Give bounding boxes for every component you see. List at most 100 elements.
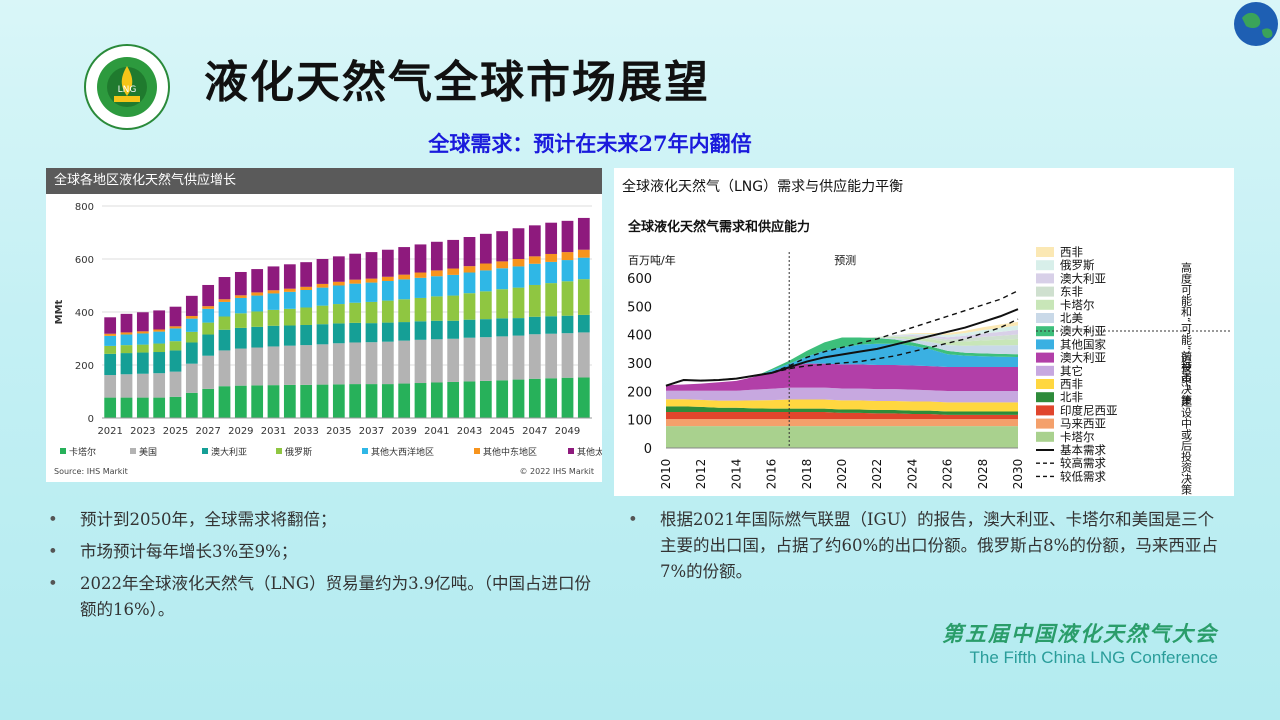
bar-segment	[577, 332, 590, 378]
bar-segment	[349, 253, 362, 280]
balance-chart-panel: 全球液化天然气（LNG）需求与供应能力平衡 全球液化天然气需求和供应能力 百万吨…	[614, 168, 1234, 496]
bar-segment	[479, 319, 492, 338]
bar-segment	[136, 312, 149, 332]
bar-segment	[332, 323, 345, 344]
bar-segment	[283, 264, 296, 289]
conference-name-cn: 第五届中国液化天然气大会	[942, 621, 1218, 646]
x-tick-label: 2014	[729, 459, 743, 490]
bar-segment	[414, 339, 427, 384]
bar-segment	[202, 334, 215, 356]
bar-segment	[496, 380, 509, 418]
bar-segment	[365, 323, 378, 343]
bar-segment	[169, 396, 182, 418]
legend-swatch	[1036, 431, 1054, 442]
legend-label: 马来西亚	[1060, 417, 1106, 431]
bar-segment	[528, 316, 541, 335]
bar-segment	[496, 231, 509, 262]
bar-segment	[463, 237, 476, 267]
legend-swatch	[202, 448, 208, 454]
bar-segment	[430, 320, 443, 340]
bar-segment	[512, 335, 525, 380]
bar-segment	[251, 295, 264, 312]
bar-segment	[120, 345, 133, 354]
x-tick-label: 2030	[1011, 459, 1025, 490]
bar-segment	[479, 233, 492, 264]
bar-segment	[398, 274, 411, 280]
bar-segment	[365, 252, 378, 279]
bar-segment	[463, 337, 476, 382]
group-label: 运营中，建设中或后投资决策	[1180, 352, 1193, 495]
bar-segment	[398, 299, 411, 323]
legend-swatch	[1036, 365, 1054, 376]
x-tick-label: 2026	[941, 459, 955, 490]
bar-segment	[528, 225, 541, 257]
bar-segment	[414, 297, 427, 322]
bar-segment	[545, 333, 558, 379]
bar-segment	[251, 292, 264, 296]
legend-label: 西非	[1060, 377, 1083, 391]
bar-segment	[234, 385, 247, 418]
bullet-item: 根据2021年国际燃气联盟（IGU）的报告，澳大利亚、卡塔尔和美国是三个主要的出…	[628, 507, 1228, 585]
bar-segment	[316, 287, 329, 306]
legend-swatch	[1036, 379, 1054, 389]
bar-segment	[185, 392, 198, 418]
legend-label: 澳大利亚	[1060, 324, 1106, 338]
x-tick-label: 2023	[130, 426, 155, 437]
bar-segment	[120, 334, 133, 346]
bar-segment	[496, 289, 509, 319]
bar-segment	[528, 256, 541, 264]
legend-label: 美国	[139, 446, 157, 458]
bar-segment	[300, 345, 313, 385]
bar-segment	[463, 381, 476, 418]
bar-segment	[283, 325, 296, 346]
area-series	[666, 406, 1018, 415]
x-tick-label: 2043	[457, 426, 482, 437]
left-bullet-list: 预计到2050年，全球需求将翻倍； 市场预计每年增长3%至9%； 2022年全球…	[48, 507, 604, 629]
legend-swatch	[60, 448, 66, 454]
bar-segment	[463, 272, 476, 294]
bar-segment	[234, 271, 247, 296]
bar-segment	[300, 324, 313, 346]
bar-segment	[300, 384, 313, 418]
bar-segment	[283, 345, 296, 385]
bar-segment	[512, 318, 525, 336]
bar-segment	[447, 274, 460, 296]
legend-label: 其他太平洋地区	[577, 446, 602, 458]
bar-segment	[561, 260, 574, 282]
bar-segment	[398, 322, 411, 341]
x-tick-label: 2033	[293, 426, 318, 437]
bar-segment	[545, 222, 558, 254]
bar-segment	[120, 313, 133, 333]
bar-segment	[283, 291, 296, 309]
bullet-item: 2022年全球液化天然气（LNG）贸易量约为3.9亿吨。（中国占进口份额的16%…	[48, 571, 604, 623]
bar-segment	[545, 283, 558, 317]
bar-segment	[185, 331, 198, 343]
demand-line	[665, 290, 1019, 387]
bar-segment	[398, 247, 411, 275]
legend-label: 印度尼西亚	[1060, 403, 1118, 417]
x-tick-label: 2028	[976, 459, 990, 490]
bar-segment	[251, 269, 264, 293]
x-tick-label: 2027	[195, 426, 220, 437]
bar-segment	[381, 300, 394, 323]
bar-segment	[561, 252, 574, 261]
area-series	[666, 325, 1018, 386]
bar-segment	[447, 239, 460, 269]
area-series	[666, 336, 1018, 386]
bar-segment	[104, 353, 117, 376]
bar-segment	[577, 217, 590, 250]
bar-segment	[381, 280, 394, 301]
bar-segment	[267, 290, 280, 294]
bar-segment	[300, 286, 313, 291]
bar-segment	[349, 279, 362, 284]
bar-segment	[545, 253, 558, 262]
bar-segment	[528, 263, 541, 285]
y-tick-label: 0	[644, 442, 652, 457]
page-title: 液化天然气全球市场展望	[204, 57, 710, 108]
y-tick-label: 600	[627, 272, 652, 287]
bar-segment	[545, 378, 558, 418]
bar-segment	[185, 363, 198, 393]
legend-label: 澳大利亚	[1060, 271, 1106, 285]
bar-segment	[365, 278, 378, 283]
area-series	[666, 329, 1018, 386]
